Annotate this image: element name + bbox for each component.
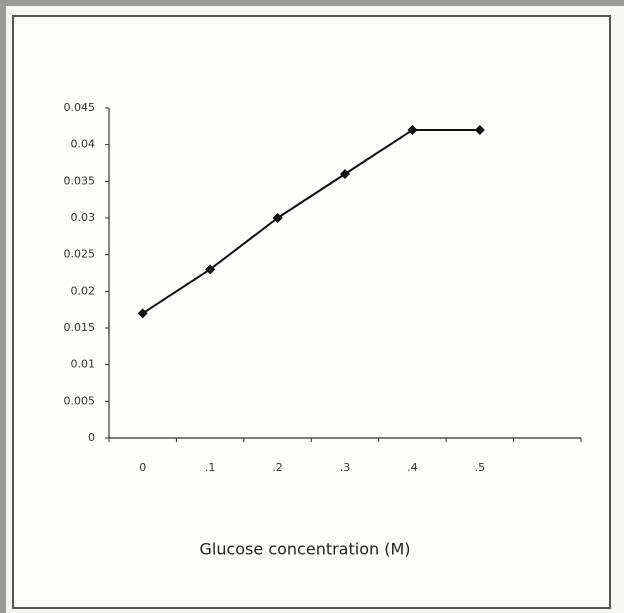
y-tick-label: 0.03	[71, 211, 96, 224]
data-point	[474, 125, 485, 135]
y-tick-label: 0.025	[64, 248, 96, 261]
x-tick-label: .1	[205, 461, 216, 474]
x-axis-label: Glucose concentration (M)	[199, 540, 410, 559]
y-tick-label: 0.035	[64, 174, 96, 187]
x-tick-label: .4	[407, 461, 418, 474]
data-point	[137, 308, 148, 319]
y-tick-label: 0.015	[64, 321, 96, 334]
y-tick-label: 0.005	[64, 394, 96, 407]
y-tick-label: 0.04	[71, 138, 96, 151]
x-tick-label: .5	[475, 461, 486, 474]
x-tick-label: 0	[139, 461, 146, 474]
y-tick-label: 0	[88, 431, 95, 444]
chart-frame	[12, 15, 611, 609]
data-point	[340, 169, 350, 179]
x-tick-label: .2	[272, 461, 283, 474]
y-tick-label: 0.045	[64, 101, 96, 114]
y-tick-label: 0.02	[71, 284, 96, 297]
data-point	[407, 125, 418, 135]
data-line	[142, 129, 480, 315]
x-tick-label: .3	[340, 461, 351, 474]
data-point	[272, 213, 283, 223]
data-point	[205, 264, 216, 275]
y-tick-label: 0.01	[71, 358, 96, 371]
